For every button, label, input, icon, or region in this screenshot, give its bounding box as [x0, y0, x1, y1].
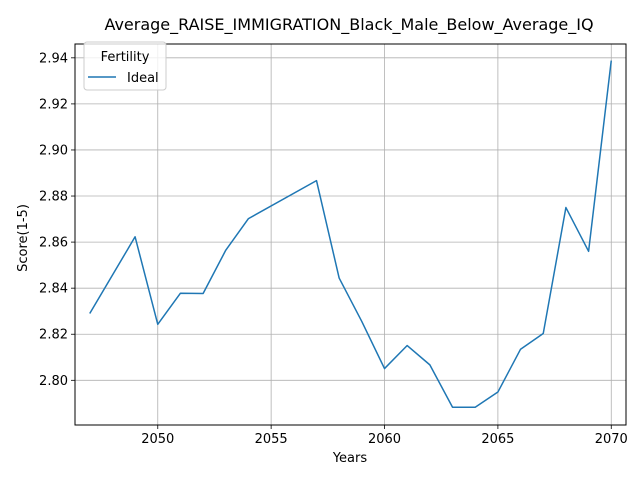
y-tick-label: 2.86 — [39, 236, 68, 251]
x-tick-label: 2050 — [141, 432, 174, 447]
legend-title: Fertility — [101, 50, 150, 65]
y-tick-label: 2.90 — [39, 143, 68, 158]
x-tick-label: 2070 — [595, 432, 628, 447]
x-tick-label: 2055 — [255, 432, 288, 447]
grid-lines — [75, 44, 626, 425]
chart-title: Average_RAISE_IMMIGRATION_Black_Male_Bel… — [104, 15, 593, 35]
y-tick-label: 2.80 — [39, 374, 68, 389]
legend: Fertility Ideal — [83, 41, 167, 91]
legend-box — [83, 41, 167, 91]
y-tick-label: 2.82 — [39, 328, 68, 343]
x-tick-label: 2065 — [481, 432, 514, 447]
y-axis: 2.80 2.82 2.84 2.86 2.88 2.90 2.92 2.94 — [39, 51, 75, 389]
y-axis-label: Score(1-5) — [16, 204, 31, 272]
legend-entry-ideal: Ideal — [127, 71, 159, 86]
y-tick-label: 2.88 — [39, 190, 68, 205]
y-tick-label: 2.84 — [39, 282, 68, 297]
x-axis: 2050 2055 2060 2065 2070 — [141, 425, 628, 447]
series-layer — [89, 60, 613, 409]
plot-area-frame — [74, 43, 627, 426]
y-tick-label: 2.92 — [39, 97, 68, 112]
series-line-ideal — [89, 60, 613, 409]
x-tick-label: 2060 — [368, 432, 401, 447]
x-axis-label: Years — [332, 451, 368, 466]
y-tick-label: 2.94 — [39, 51, 68, 66]
